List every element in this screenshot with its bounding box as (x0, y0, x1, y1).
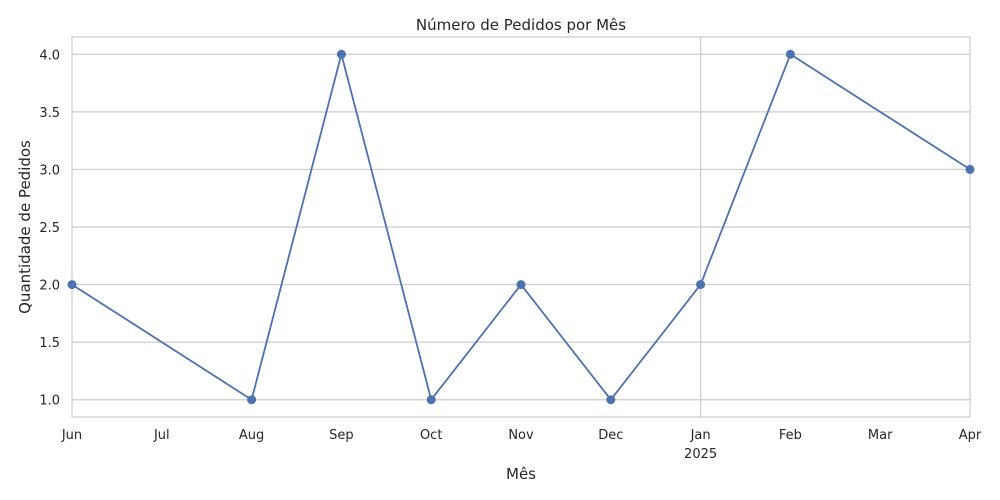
x-tick-label: Apr (959, 428, 982, 443)
data-point (696, 280, 706, 290)
x-axis-label: Mês (506, 465, 536, 483)
x-tick-label: Dec (598, 428, 623, 443)
y-tick-label: 2.5 (39, 221, 60, 236)
x-tick-label: Mar (868, 428, 893, 443)
data-point (516, 280, 526, 290)
x-tick-labels: Jun Jul Aug Sep Oct Nov Dec Jan Feb Mar Apr 2025 (61, 428, 982, 462)
data-point (67, 280, 77, 290)
x-tick-label: Nov (508, 428, 534, 443)
data-point (606, 395, 616, 405)
y-tick-label: 1.5 (39, 336, 60, 351)
data-point (247, 395, 257, 405)
data-point (785, 49, 795, 59)
x-tick-label: Jun (61, 428, 82, 443)
y-tick-label: 2.0 (39, 279, 60, 294)
data-point (336, 49, 346, 59)
x-tick-label: Aug (239, 428, 264, 443)
x-tick-label: Jan (690, 428, 711, 443)
data-point (965, 164, 975, 174)
y-tick-label: 3.5 (39, 106, 60, 121)
y-tick-label: 3.0 (39, 163, 60, 178)
y-tick-label: 4.0 (39, 48, 60, 63)
data-point (426, 395, 436, 405)
x-tick-label: Oct (420, 428, 442, 443)
x-tick-label: Feb (779, 428, 802, 443)
x-tick-label: Sep (329, 428, 354, 443)
x-year-label: 2025 (684, 447, 717, 462)
series-layer (67, 49, 975, 405)
y-tick-labels: 1.0 1.5 2.0 2.5 3.0 3.5 4.0 (39, 48, 60, 408)
y-tick-label: 1.0 (39, 394, 60, 409)
plot-frame (71, 36, 971, 418)
chart-title: Número de Pedidos por Mês (416, 16, 626, 34)
y-axis-label: Quantidade de Pedidos (16, 140, 34, 314)
x-tick-label: Jul (153, 428, 170, 443)
